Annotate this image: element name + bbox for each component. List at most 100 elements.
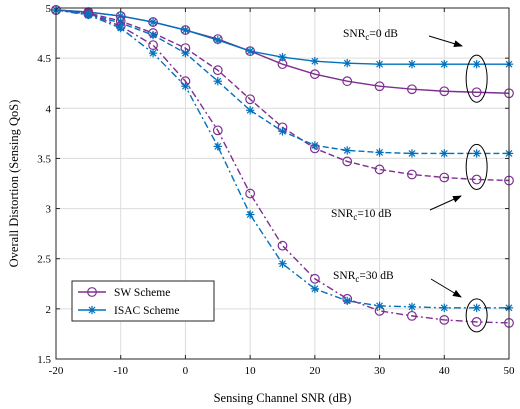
star-marker [116,11,125,21]
marker-stroke [376,302,384,310]
circle-marker [407,310,417,321]
circle-marker [148,17,158,27]
legend-label: ISAC Scheme [114,305,179,317]
star-marker [407,149,417,158]
annotation-ellipse [465,54,488,103]
marker-stroke [343,146,351,154]
axes: -20 -10 0 10 20 30 40 50 1.5 2 2.5 3 3.5 4 4.5 5 [37,3,515,377]
annotation-label-subscript: c [365,32,369,42]
star-marker [181,82,190,91]
legend-label: SW Scheme [114,287,170,299]
marker-stroke [408,60,416,68]
star-marker [375,59,384,69]
circle-marker [87,287,97,297]
y-tick-label: 4 [46,103,52,115]
y-tick-label: 4.5 [37,53,51,65]
circle-marker [309,69,320,80]
marker-stroke [246,211,254,219]
annotation-label-subscript: c [355,274,359,284]
y-tick-label: 1.5 [37,354,51,366]
marker-stroke [181,82,189,90]
star-marker [472,59,481,69]
star-marker [440,149,449,158]
star-marker [84,10,93,20]
star-marker [278,52,287,62]
y-tick-label: 2 [46,304,52,316]
annotation-label-prefix: SNR [343,28,366,40]
x-tick-label: 20 [309,365,321,377]
circle-marker [342,156,353,167]
legend-item: SW Scheme [78,287,170,299]
star-marker [472,303,481,313]
annotation-arrow [428,35,463,48]
annotation-label: SNRc=10 dB [331,208,392,222]
x-tick-label: 0 [183,365,189,377]
star-marker [343,296,352,306]
marker-stroke [440,60,448,68]
annotation-label: SNRc=30 dB [333,270,394,284]
marker-stroke [246,47,254,55]
star-marker [407,302,417,312]
circle-marker [439,314,450,325]
star-marker [440,303,449,313]
marker-stroke [117,12,125,20]
star-marker [407,59,417,69]
y-tick-label: 5 [46,3,52,15]
star-marker [213,77,222,86]
circle-marker [407,169,417,180]
annotation-label-suffix: =0 dB [369,28,398,40]
x-tick-label: 30 [374,365,386,377]
star-marker [310,141,320,150]
star-marker [116,23,125,33]
marker-stroke [214,142,222,150]
series-line [55,9,509,309]
annotation-0db: SNRc=0 dB [343,28,488,103]
annotation-label-subscript: c [353,212,357,222]
marker-stroke [214,77,222,85]
series-line [55,9,510,324]
marker-stroke [473,149,481,157]
y-tick-label: 2.5 [37,254,51,266]
legend: SW Scheme ISAC Scheme [71,280,215,322]
circle-marker [471,87,482,98]
marker-stroke [279,127,286,135]
marker-stroke [214,36,222,44]
marker-stroke [279,53,286,61]
star-marker [245,210,255,219]
star-marker [148,48,158,58]
annotation-30db: SNRc=30 dB [333,270,488,333]
star-marker [375,301,384,311]
circle-marker [342,76,353,87]
circle-marker [212,125,223,136]
circle-marker [309,273,320,284]
legend-box [71,280,215,322]
marker-stroke [343,59,351,67]
star-marker [245,46,255,56]
marker-stroke [88,306,96,314]
star-marker [278,259,287,268]
circle-marker [245,46,256,57]
marker-stroke [343,297,351,305]
x-tick-label: -20 [49,365,64,377]
annotation-arrow [429,195,462,211]
marker-stroke [246,106,254,114]
y-tick-label: 3 [46,204,52,216]
marker-stroke [473,304,481,312]
marker-stroke [311,285,319,293]
marker-stroke [149,31,157,39]
circle-marker [245,188,256,199]
annotation-label: SNRc=0 dB [343,28,398,42]
x-tick-label: -10 [113,365,128,377]
circle-marker [471,316,482,327]
marker-stroke [440,149,448,157]
star-marker [245,106,255,115]
circle-marker [471,174,482,185]
plot-frame [55,7,510,360]
star-marker [148,30,158,40]
series-line [55,9,510,182]
star-marker [213,35,222,45]
star-marker [148,17,158,27]
marker-stroke [181,49,189,57]
marker-stroke [149,49,157,57]
